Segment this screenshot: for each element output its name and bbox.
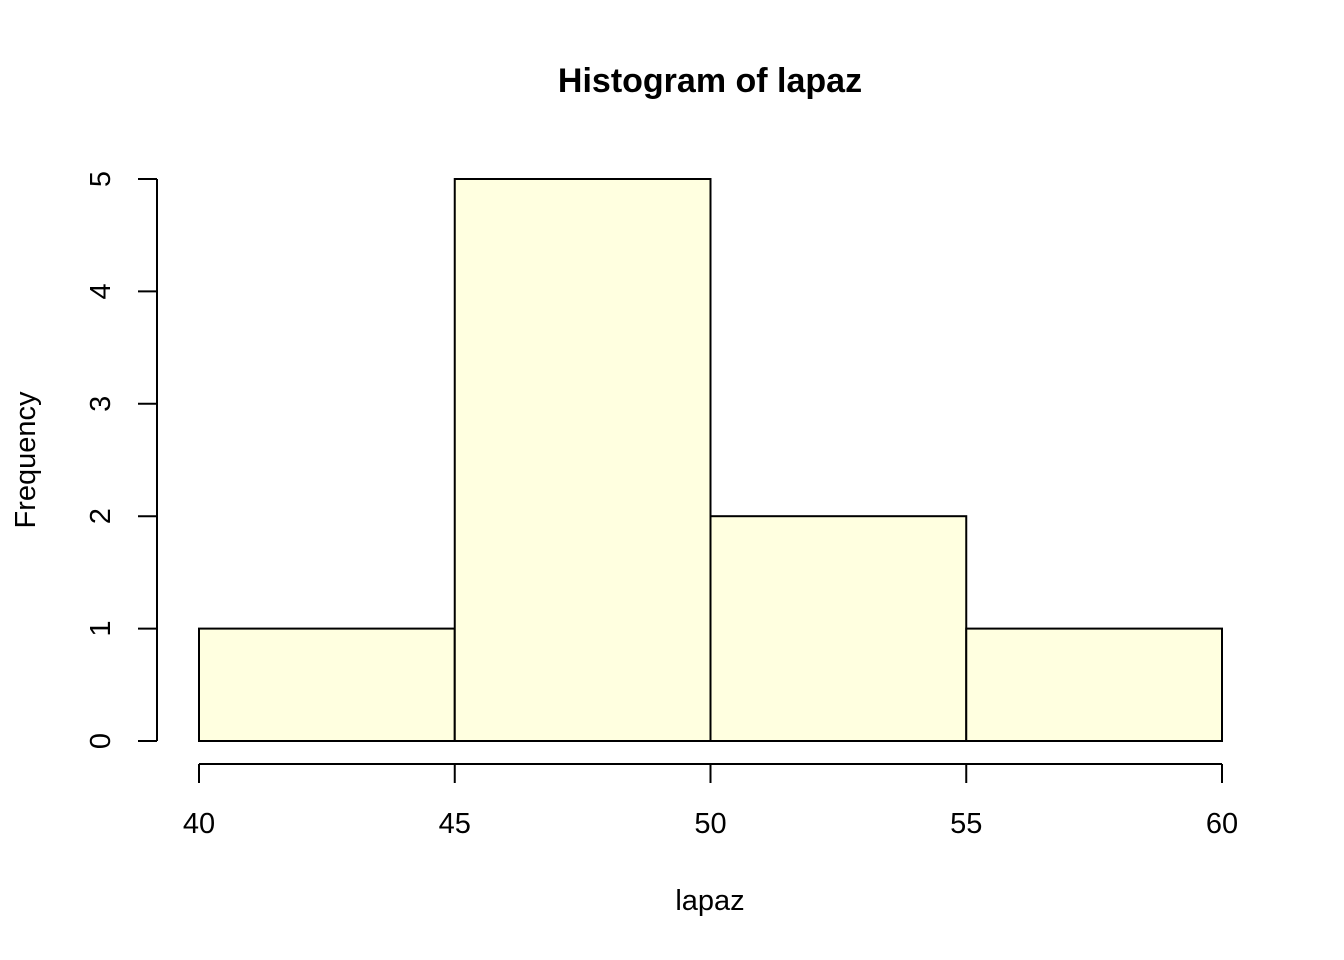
x-axis: 40 45 50 55 60 <box>183 763 1238 840</box>
y-axis-label: Frequency <box>10 391 42 529</box>
x-tick-label: 45 <box>439 808 471 840</box>
x-tick-label: 50 <box>694 808 726 840</box>
histogram-bar <box>198 627 456 742</box>
y-tick-label: 0 <box>85 733 117 749</box>
y-tick-label: 3 <box>85 396 117 412</box>
y-tick-label: 2 <box>85 508 117 524</box>
chart-title: Histogram of lapaz <box>558 62 862 100</box>
histogram-bar <box>965 627 1223 742</box>
histogram-bar <box>709 515 968 743</box>
y-tick-label: 4 <box>85 283 117 299</box>
histogram-bar <box>453 178 712 742</box>
y-tick-label: 5 <box>85 171 117 187</box>
x-tick-label: 60 <box>1206 808 1238 840</box>
y-tick-label: 1 <box>85 621 117 637</box>
x-tick-label: 55 <box>950 808 982 840</box>
x-axis-label: lapaz <box>675 885 744 917</box>
bars-group <box>198 178 1223 743</box>
y-axis: 0 1 2 3 4 5 <box>85 171 158 749</box>
x-tick-label: 40 <box>183 808 215 840</box>
